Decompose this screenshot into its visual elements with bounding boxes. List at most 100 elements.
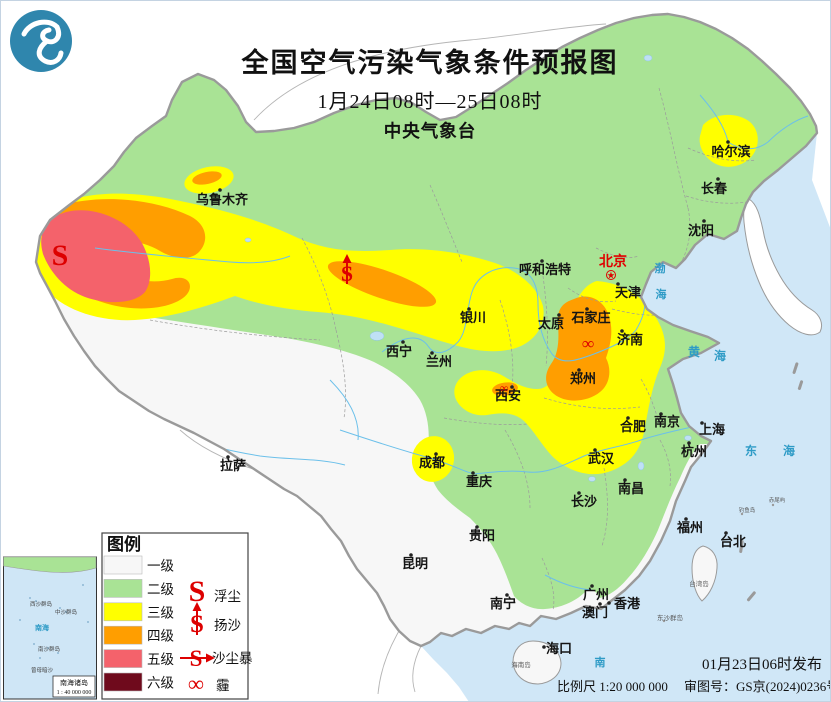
city-label: 澳门 [582,605,608,620]
city-dot [218,188,222,192]
province-borders [149,87,758,611]
china-border [34,12,819,648]
sea-labels: 渤海黄 海东 海南 [595,261,796,669]
city-dot [434,452,438,456]
city-dot [401,340,405,344]
sea-label: 南 [595,655,606,669]
city-label: 长春 [701,181,728,196]
city-label: 石家庄 [570,310,610,325]
legend-swatch [103,625,143,645]
city-label: 香港 [613,596,641,611]
city-label: 银川 [460,310,486,325]
sea-label: 海 [714,348,726,363]
map-agency: 中央气象台 [384,121,477,141]
city-dot [471,471,475,475]
city-dot [542,645,546,649]
scale-text: 比例尺 1:20 000 000 [557,679,668,694]
island-label: 赤尾屿 [769,496,786,504]
city-label: 太原 [537,316,564,331]
island-marks [662,362,804,623]
city-dot [716,177,720,181]
city-dot [598,602,602,606]
legend-level-label: 三级 [147,605,174,620]
city-label: 郑州 [570,371,596,386]
taiwan-island [691,545,718,602]
city-label: 哈尔滨 [711,144,750,159]
city-dot [577,491,581,495]
korea-landmass [743,198,823,336]
island-label: 东沙群岛 [657,613,683,622]
city-dot [585,307,589,311]
city-dot [590,584,594,588]
city-label: 南宁 [490,596,516,611]
legend-swatch [103,555,143,575]
city-label: 兰州 [426,354,452,369]
haze-symbol-icon: ∞ [500,381,509,395]
city-label: 南京 [654,414,680,429]
city-label: 济南 [617,332,643,347]
sea-label: 海 [783,443,795,458]
city-dot [475,525,479,529]
city-dot [505,593,509,597]
legend-swatch [103,602,143,622]
city-dot [684,517,688,521]
legend-level-label: 六级 [147,676,174,691]
city-dot [409,553,413,557]
city-label: 合肥 [620,419,646,434]
legend-level-label: 一级 [147,559,174,574]
city-label: 重庆 [466,474,492,489]
island-label: 钓鱼岛 [739,506,756,514]
legend-symbol-label: 霾 [216,678,230,693]
cma-logo [10,10,72,72]
weather-symbols: SS∞∞ [52,239,594,395]
city-dot [510,385,514,389]
legend-title: 图例 [107,534,141,554]
city-label: 拉萨 [220,458,246,473]
city-dot [687,441,691,445]
legend-swatch [103,672,143,692]
capital-marker: ★ 北京 [599,253,627,280]
city-dot [623,478,627,482]
city-label: 长沙 [571,494,597,509]
legend-symbol-label: 扬沙 [214,618,241,633]
map-period: 1月24日08时—25日08时 [318,90,543,113]
city-label: 福州 [676,520,703,535]
city-dot [430,351,434,355]
city-dot [540,259,544,263]
city-dot [577,368,581,372]
legend-swatch [103,579,143,598]
city-label: 天津 [615,285,641,300]
island-label: 海南岛 [511,660,531,669]
city-dot [467,307,471,311]
inset-label: 南沙群岛 [38,645,61,653]
city-dot [700,421,704,425]
inset-label: 曾母暗沙 [31,666,54,674]
legend-level-label: 四级 [147,629,174,644]
title-block: 全国空气污染气象条件预报图 1月24日08时—25日08时 中央气象台 [241,47,617,141]
city-label: 广州 [583,587,609,602]
approval-number: 审图号：GS京(2024)0236号 [684,679,831,694]
haze-symbol-icon: ∞ [188,671,204,696]
inset-scale: 1 : 40 000 000 [57,690,92,696]
footer-block: 01月23日06时发布 比例尺 1:20 000 000 审图号：GS京(202… [557,656,831,694]
inset-islets [19,584,89,659]
city-label: 武汉 [588,451,615,466]
city-dot [593,448,597,452]
city-label: 西安 [495,388,521,403]
legend-level-label: 二级 [147,582,174,597]
city-label: 成都 [419,455,445,470]
inset-label: 中沙群岛 [55,608,78,616]
sea-label: 东 [745,443,757,458]
island-label: 台湾岛 [689,579,709,588]
city-label: 南昌 [618,481,644,496]
legend-swatch [103,649,143,668]
sea-label: 黄 [688,344,700,359]
lakes [244,54,692,482]
issued-time: 01月23日06时发布 [702,656,822,673]
